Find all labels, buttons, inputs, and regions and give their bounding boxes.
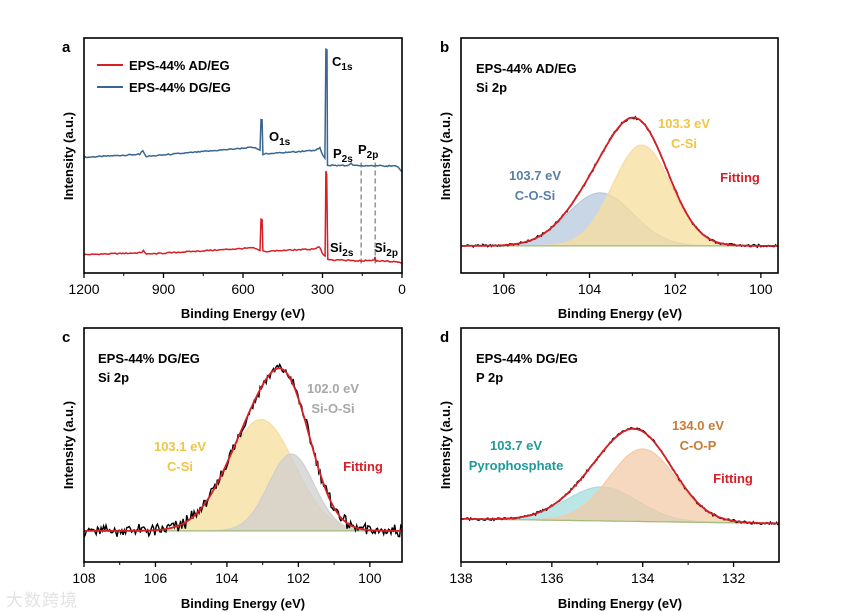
panel-label-d: d <box>440 329 449 346</box>
y-axis-title-d: Intensity (a.u.) <box>438 401 453 489</box>
peak-label-c1s: C1s <box>332 54 353 73</box>
component-name-d-1: C-O-P <box>680 438 717 453</box>
fitting-curve <box>461 116 778 247</box>
plot-frame <box>83 327 403 563</box>
component-energy-b-0: 103.7 eV <box>509 168 561 183</box>
component-name-c-0: C-Si <box>167 459 193 474</box>
plot-frame <box>460 327 780 563</box>
x-tick-label: 106 <box>492 281 516 297</box>
panel-label-a: a <box>62 39 71 56</box>
region-title-d: P 2p <box>476 370 503 385</box>
plot-d: 138 136 134 132 <box>449 327 780 586</box>
plot-frame <box>83 37 403 274</box>
x-tick-label: 900 <box>152 281 176 297</box>
x-axis-title-b: Binding Energy (eV) <box>558 306 682 321</box>
component-name-b-0: C-O-Si <box>515 188 555 203</box>
series-line-dg-eg <box>84 47 402 173</box>
plot-c: 108 106 104 102 100 <box>72 327 403 586</box>
x-tick-label: 134 <box>631 570 655 586</box>
panel-label-c: c <box>62 329 70 346</box>
fitting-curve <box>461 427 779 525</box>
x-axis-title-a: Binding Energy (eV) <box>181 306 305 321</box>
component-energy-c-1: 102.0 eV <box>307 381 359 396</box>
plot-b: 106 104 102 100 <box>460 37 779 297</box>
sample-title-b: EPS-44% AD/EG <box>476 61 577 76</box>
sample-title-c: EPS-44% DG/EG <box>98 351 200 366</box>
fitting-curve <box>84 367 402 532</box>
region-title-c: Si 2p <box>98 370 129 385</box>
component-energy-d-1: 134.0 eV <box>672 418 724 433</box>
component-name-c-1: Si-O-Si <box>311 401 354 416</box>
panel-c: c Binding Energy (eV) Intensity (a.u.) E… <box>61 329 383 611</box>
x-tick-label: 136 <box>540 570 564 586</box>
y-axis-title-a: Intensity (a.u.) <box>61 112 76 200</box>
x-tick-label: 100 <box>358 570 382 586</box>
x-tick-label: 104 <box>215 570 239 586</box>
series-line-ad-eg <box>84 170 402 264</box>
sample-title-d: EPS-44% DG/EG <box>476 351 578 366</box>
component-energy-c-0: 103.1 eV <box>154 439 206 454</box>
component-name-b-1: C-Si <box>671 136 697 151</box>
component-peak-c-si <box>461 144 778 247</box>
fit-label-d: Fitting <box>713 471 753 486</box>
x-tick-label: 600 <box>231 281 255 297</box>
x-tick-label: 300 <box>311 281 335 297</box>
x-tick-label: 102 <box>287 570 311 586</box>
x-tick-label: 0 <box>398 281 406 297</box>
y-axis-title-c: Intensity (a.u.) <box>61 401 76 489</box>
legend-label-ad: EPS-44% AD/EG <box>129 58 230 73</box>
x-tick-label: 108 <box>72 570 96 586</box>
plot-area-d <box>461 426 779 526</box>
background-baseline <box>461 518 779 525</box>
x-tick-label: 102 <box>664 281 688 297</box>
peak-label-si2s: Si2s <box>330 240 354 259</box>
y-axis-title-b: Intensity (a.u.) <box>438 112 453 200</box>
x-tick-label: 106 <box>144 570 168 586</box>
x-tick-label: 100 <box>749 281 773 297</box>
component-energy-d-0: 103.7 eV <box>490 438 542 453</box>
panel-d: d Binding Energy (eV) Intensity (a.u.) E… <box>438 329 753 611</box>
x-axis-title-d: Binding Energy (eV) <box>558 596 682 611</box>
x-tick-label: 138 <box>449 570 473 586</box>
fit-label-c: Fitting <box>343 459 383 474</box>
plot-area-b <box>461 115 778 249</box>
region-title-b: Si 2p <box>476 80 507 95</box>
panel-a: a Binding Energy (eV) Intensity (a.u.) E… <box>61 39 398 321</box>
x-tick-label: 104 <box>578 281 602 297</box>
panel-label-b: b <box>440 39 449 56</box>
peak-label-p2p: P2p <box>358 142 378 161</box>
legend-label-dg: EPS-44% DG/EG <box>129 80 231 95</box>
plot-area-a <box>84 47 402 264</box>
plot-area-c <box>84 362 402 538</box>
panel-b: b Binding Energy (eV) Intensity (a.u.) E… <box>438 39 760 321</box>
plot-a: 1200 900 600 300 0 <box>68 37 406 297</box>
component-name-d-0: Pyrophosphate <box>469 458 564 473</box>
x-tick-label: 1200 <box>68 281 99 297</box>
peak-label-p2s: P2s <box>333 146 353 165</box>
watermark: 大数跨境 <box>6 591 78 611</box>
x-axis-title-c: Binding Energy (eV) <box>181 596 305 611</box>
x-tick-label: 132 <box>722 570 746 586</box>
component-energy-b-1: 103.3 eV <box>658 116 710 131</box>
peak-label-si2p: Si2p <box>374 240 398 259</box>
fit-label-b: Fitting <box>720 170 760 185</box>
component-peak-c-si <box>84 418 402 532</box>
peak-label-o1s: O1s <box>269 129 291 148</box>
plot-frame <box>460 37 779 274</box>
